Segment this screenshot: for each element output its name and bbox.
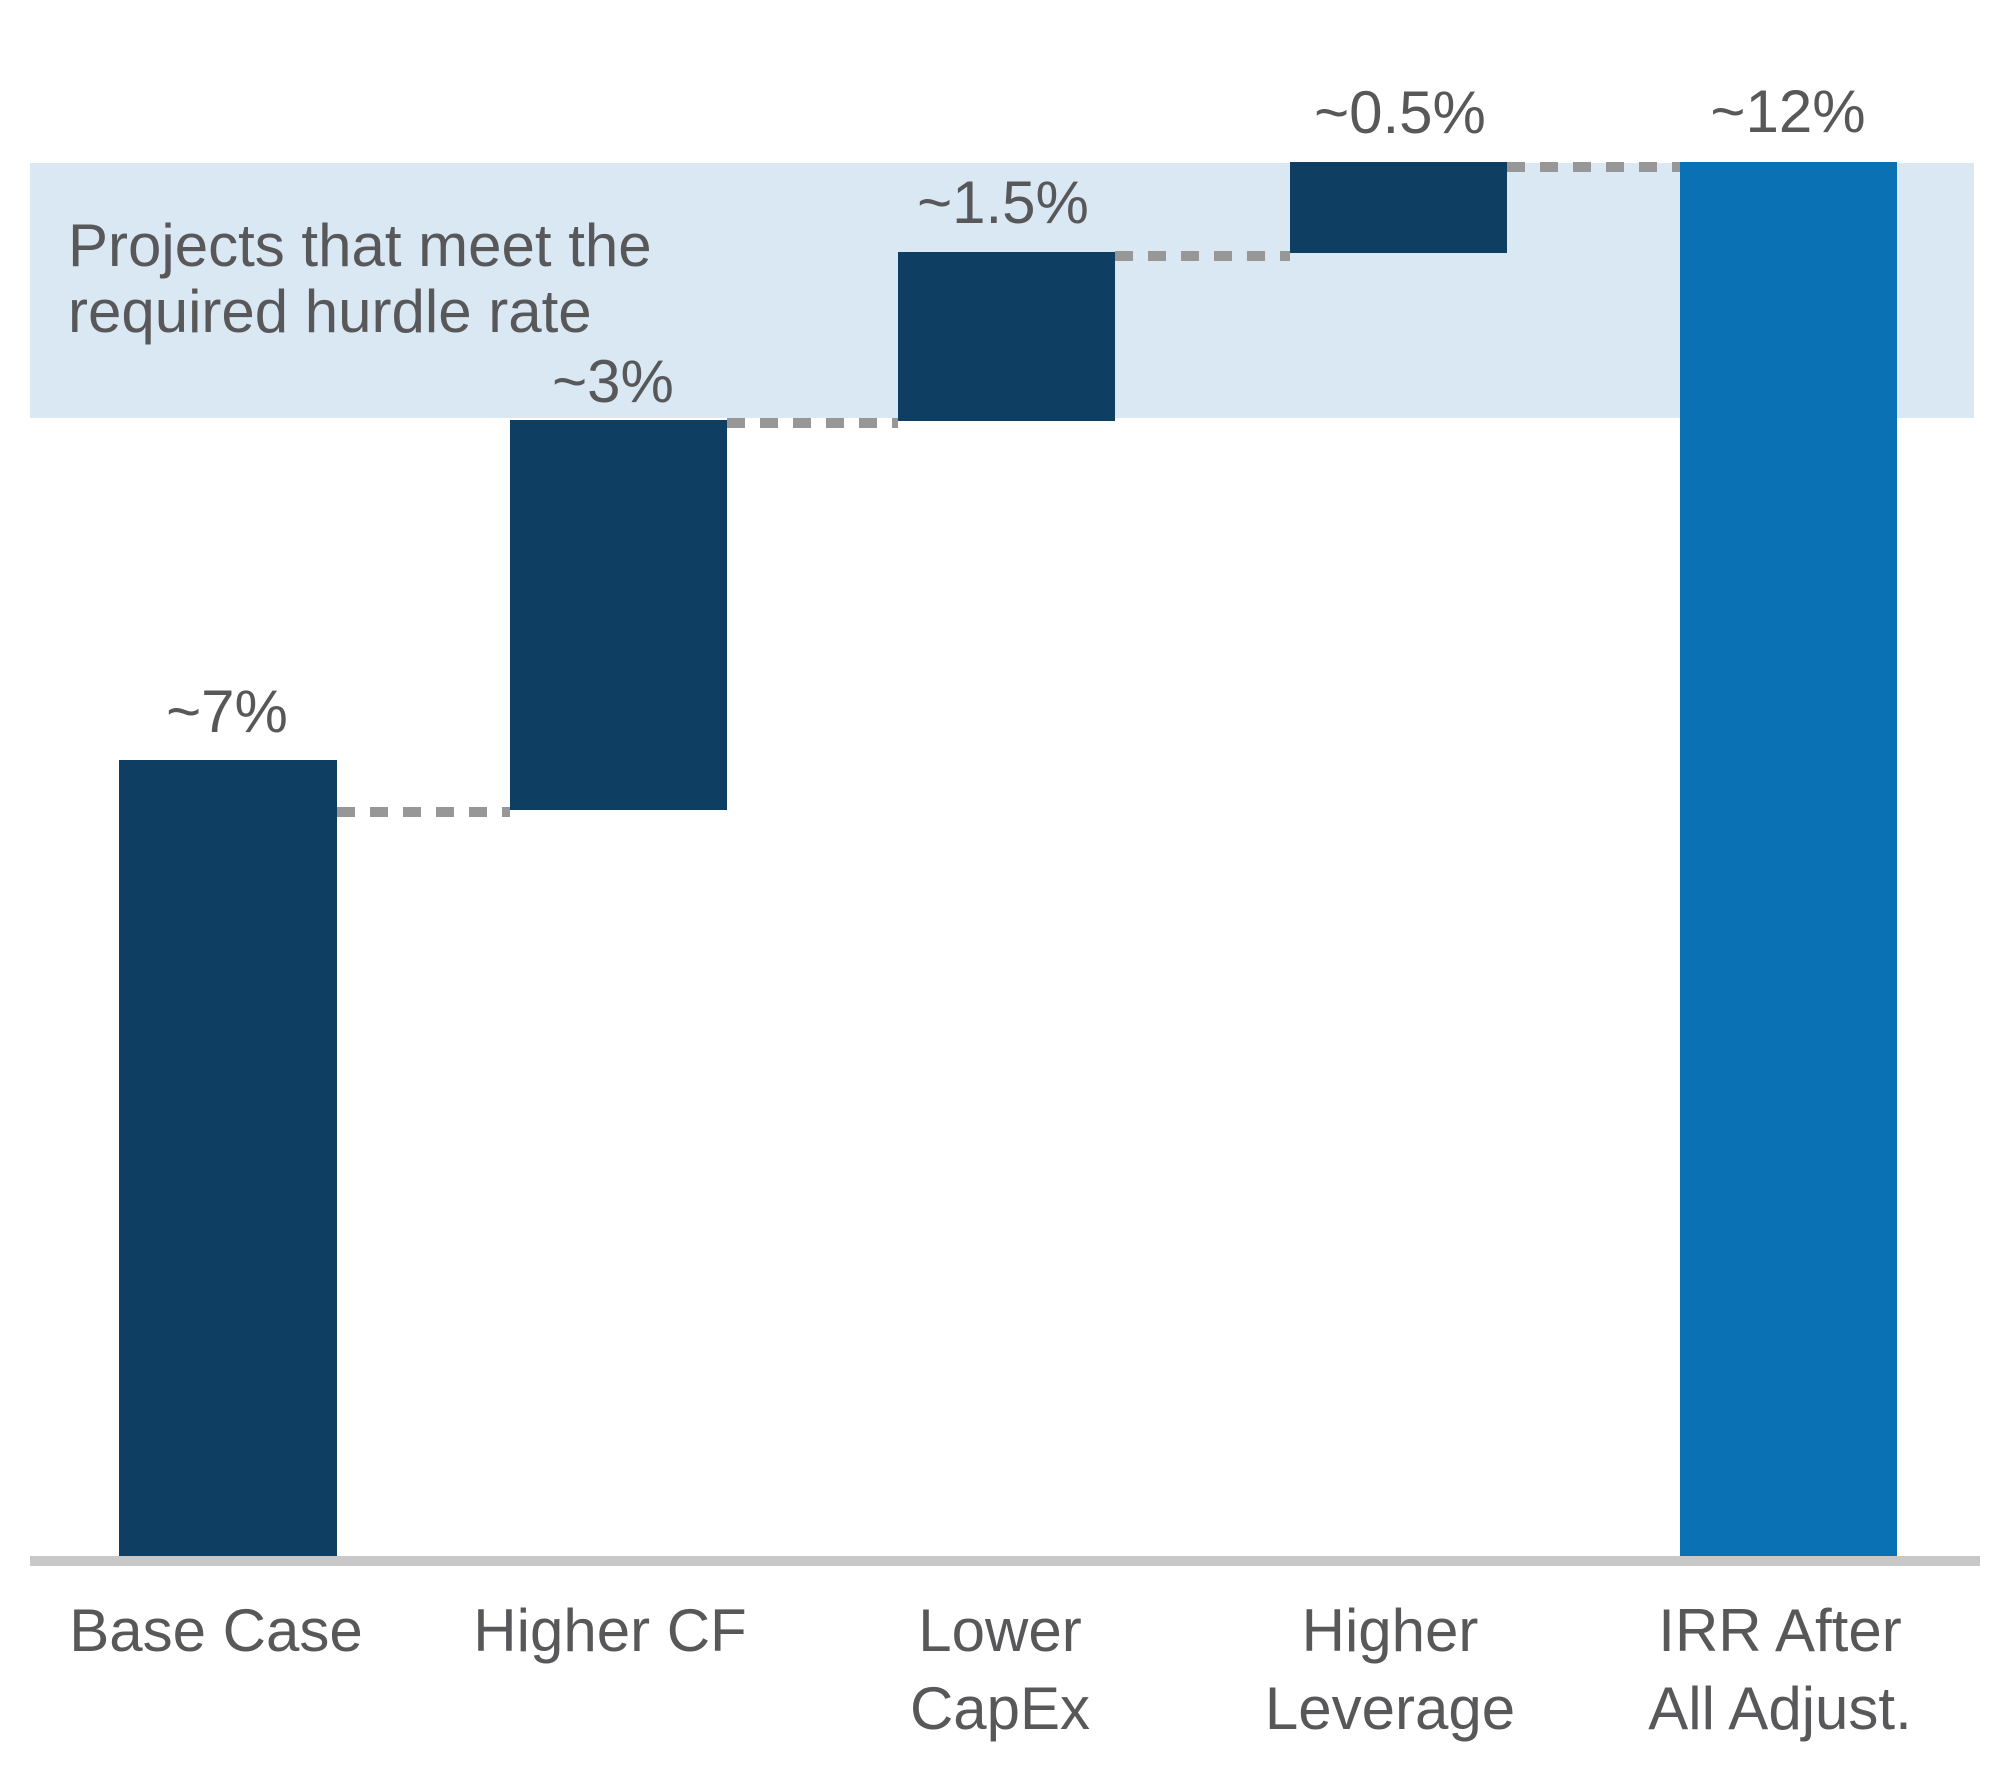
x-axis-line bbox=[30, 1556, 1980, 1566]
bar-base-case bbox=[119, 760, 337, 1556]
category-label-higher-leverage: Higher Leverage bbox=[1264, 1597, 1516, 1742]
value-label-irr-after-all-adjust: ~12% bbox=[1710, 78, 1866, 145]
bar-higher-leverage bbox=[1290, 162, 1507, 253]
value-label-base-case: ~7% bbox=[166, 678, 288, 745]
value-label-higher-cf: ~3% bbox=[552, 348, 674, 415]
connector-dashed-line bbox=[1115, 251, 1290, 261]
connector-dashed-line bbox=[727, 418, 898, 428]
value-label-higher-leverage: ~0.5% bbox=[1314, 79, 1486, 146]
category-label-irr-after-all-adjust: IRR After All Adjust. bbox=[1648, 1597, 1912, 1742]
category-label-base-case: Base Case bbox=[69, 1597, 363, 1664]
category-label-higher-cf: Higher CF bbox=[473, 1597, 747, 1664]
hurdle-annotation: Projects that meet the required hurdle r… bbox=[68, 213, 652, 345]
connector-dashed-line bbox=[337, 807, 510, 817]
bar-higher-cf bbox=[510, 420, 727, 810]
hurdle-annotation-line1: Projects that meet the bbox=[68, 212, 652, 279]
value-label-lower-capex: ~1.5% bbox=[917, 169, 1089, 236]
bar-irr-after-all-adjust bbox=[1680, 162, 1897, 1556]
hurdle-annotation-line2: required hurdle rate bbox=[68, 278, 592, 345]
category-label-lower-capex: Lower CapEx bbox=[909, 1597, 1091, 1742]
bar-lower-capex bbox=[898, 252, 1115, 421]
connector-dashed-line bbox=[1507, 162, 1680, 172]
